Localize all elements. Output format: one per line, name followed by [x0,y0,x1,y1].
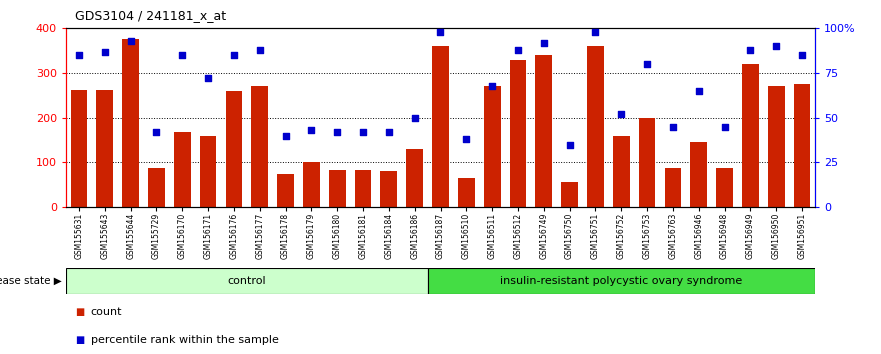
Bar [381,171,397,207]
Point [769,44,783,49]
Point [356,129,370,135]
Point [744,47,758,53]
Bar [329,170,345,207]
Point [485,83,500,88]
Point [201,75,215,81]
Point [795,52,809,58]
Bar [613,136,630,207]
Bar [148,168,165,207]
Point [537,40,551,45]
FancyBboxPatch shape [427,268,815,294]
Text: ■: ■ [75,307,84,316]
Text: percentile rank within the sample: percentile rank within the sample [91,335,278,345]
Bar [200,136,217,207]
Text: ■: ■ [75,335,84,345]
Point [717,124,731,130]
Bar [509,59,526,207]
Point [589,29,603,35]
Text: count: count [91,307,122,316]
Point [563,142,577,147]
Bar [406,149,423,207]
Point [666,124,680,130]
Bar [278,173,294,207]
Text: GDS3104 / 241181_x_at: GDS3104 / 241181_x_at [75,9,226,22]
Bar [251,86,268,207]
Bar [639,118,655,207]
Bar [432,46,449,207]
Point [433,29,448,35]
Point [98,49,112,55]
Point [227,52,241,58]
Bar [794,84,811,207]
Bar [664,168,681,207]
Point [408,115,422,121]
Point [330,129,344,135]
Point [150,129,164,135]
Point [175,52,189,58]
Bar [716,168,733,207]
Point [72,52,86,58]
Bar [303,162,320,207]
Bar [355,170,372,207]
Bar [174,132,190,207]
Bar [484,86,500,207]
Text: disease state ▶: disease state ▶ [0,276,62,286]
Bar [768,86,785,207]
FancyBboxPatch shape [66,268,427,294]
Point [123,38,137,44]
Text: insulin-resistant polycystic ovary syndrome: insulin-resistant polycystic ovary syndr… [500,276,743,286]
Bar [561,182,578,207]
Bar [70,90,87,207]
Point [304,127,318,133]
Bar [587,46,603,207]
Point [640,61,654,67]
Bar [458,178,475,207]
Point [278,133,292,138]
Point [614,111,628,117]
Bar [691,142,707,207]
Point [459,136,473,142]
Bar [96,90,113,207]
Bar [226,91,242,207]
Point [381,129,396,135]
Bar [122,40,139,207]
Point [511,47,525,53]
Bar [742,64,759,207]
Text: control: control [227,276,266,286]
Point [692,88,706,94]
Bar [536,55,552,207]
Point [253,47,267,53]
